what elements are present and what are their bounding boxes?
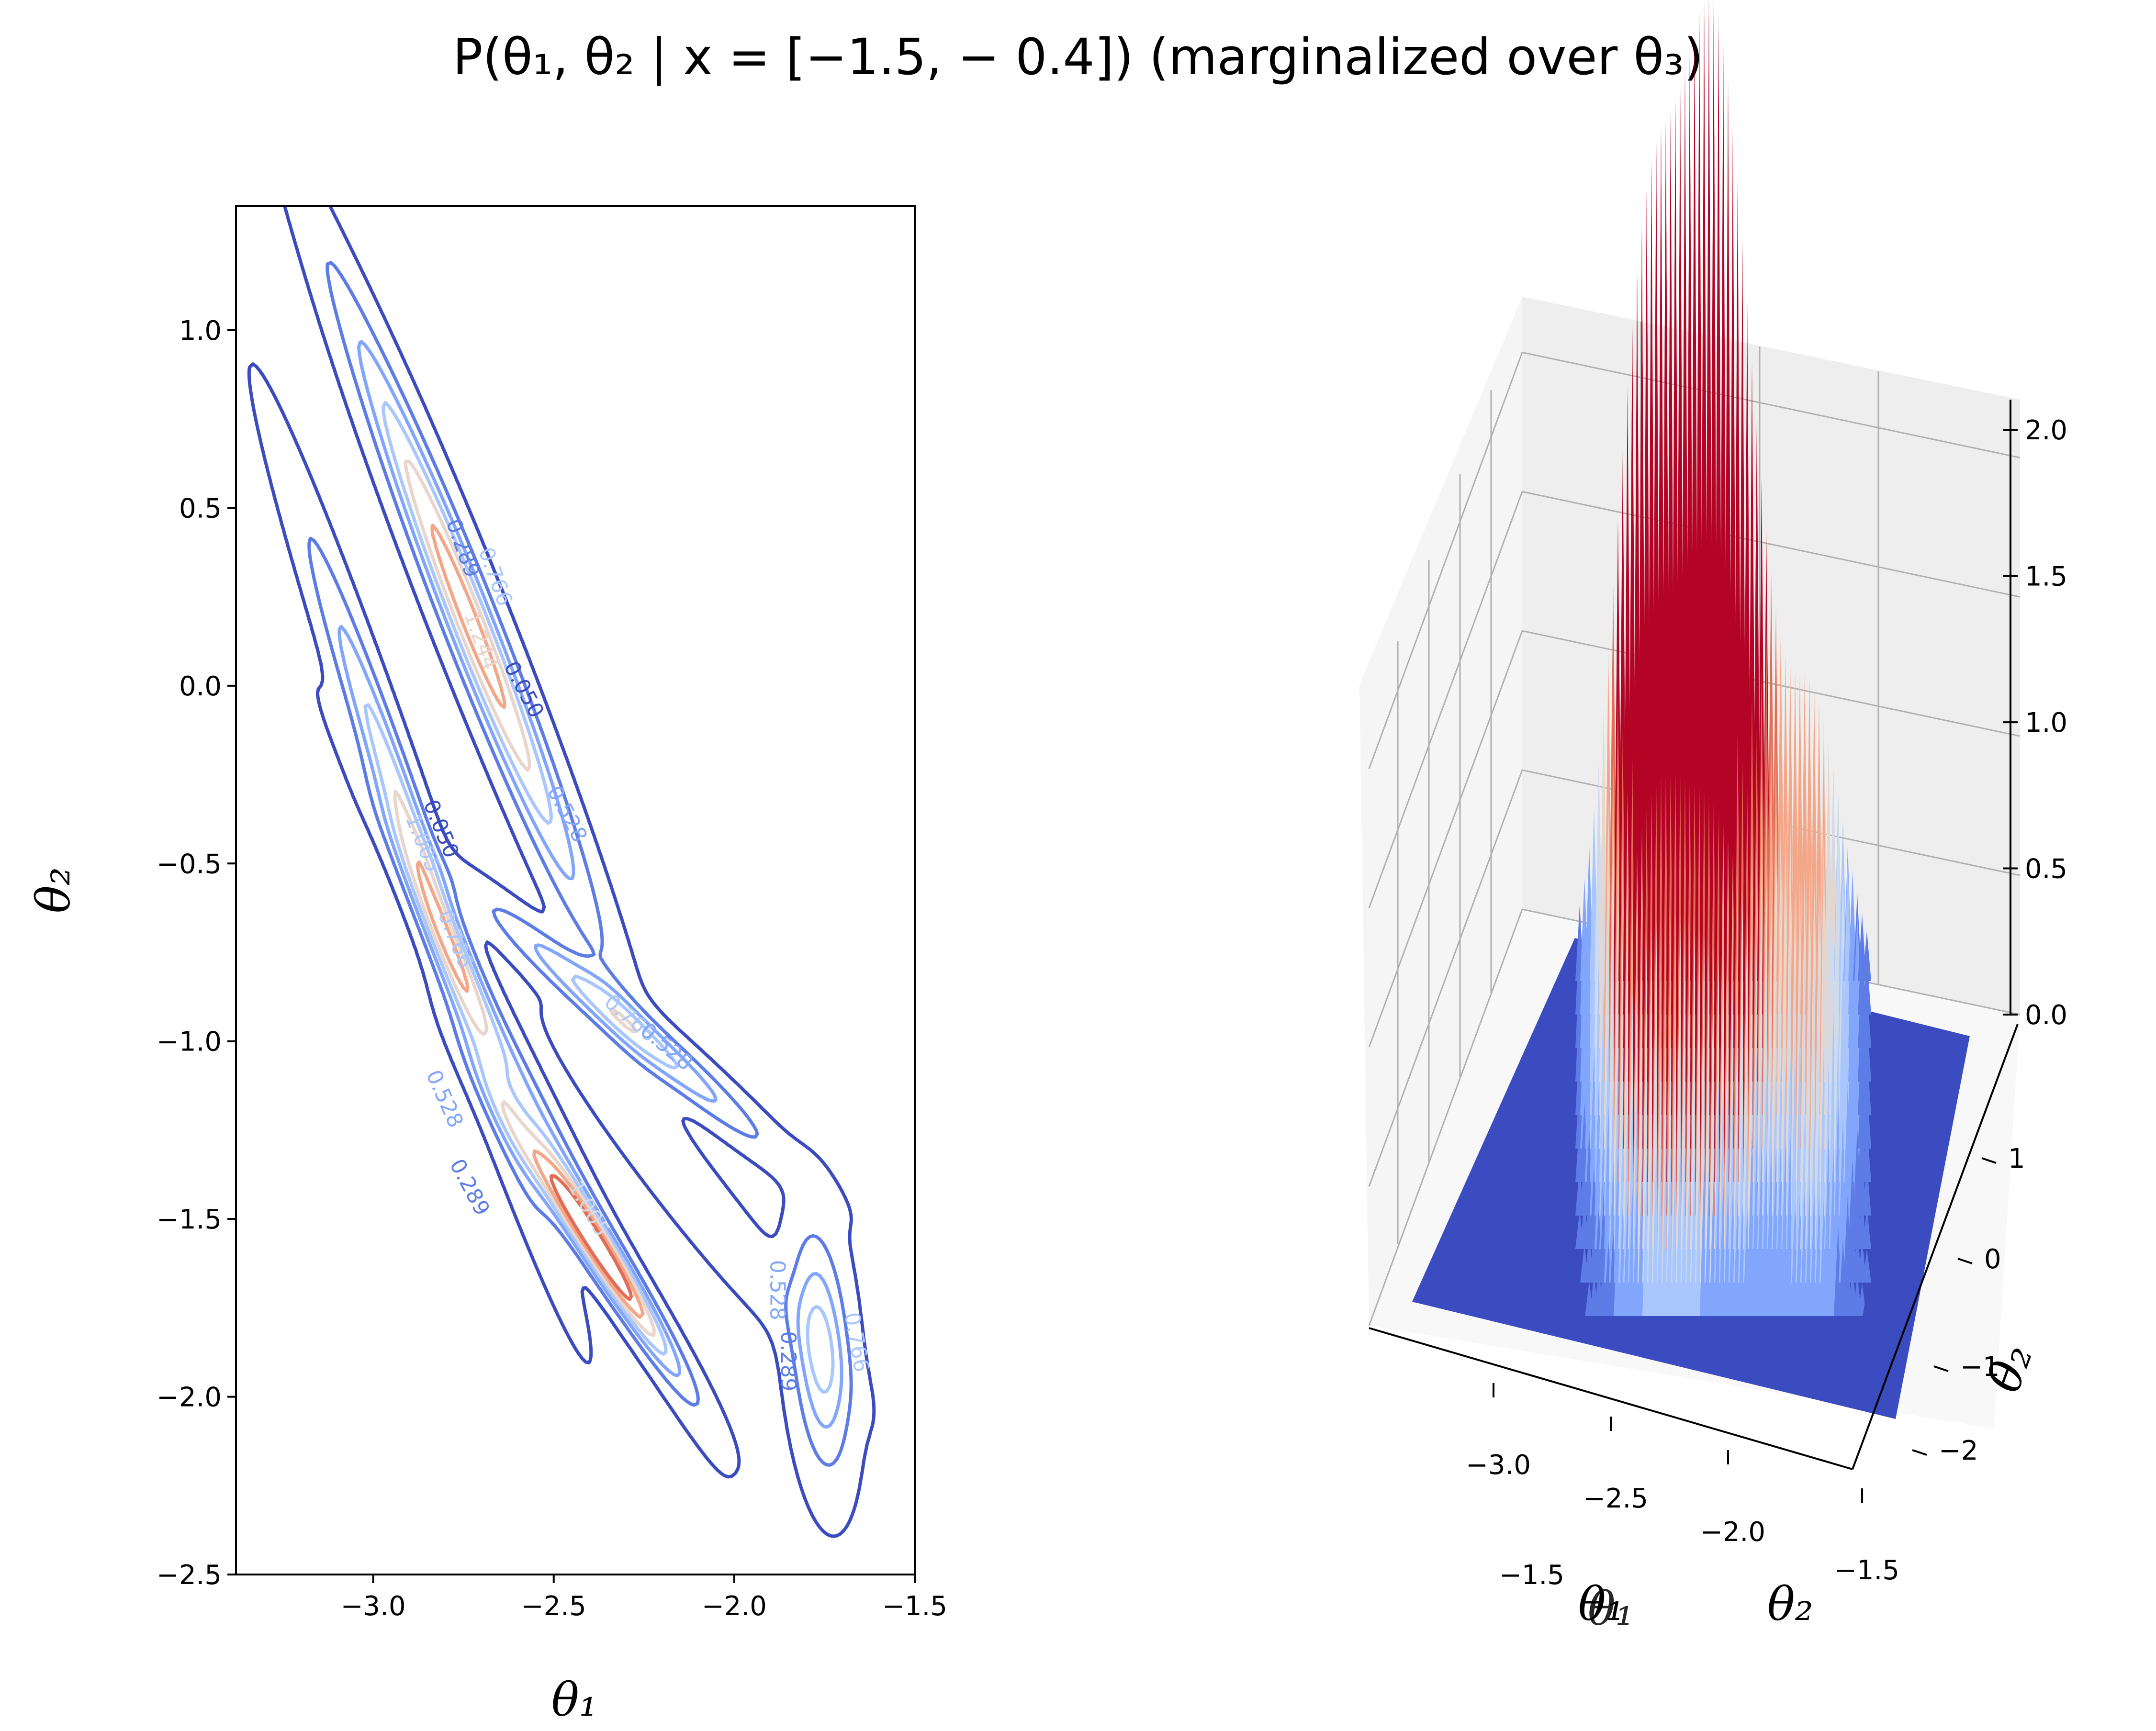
grid-line — [1368, 770, 1523, 1187]
grid-line — [1368, 909, 1523, 1326]
x-tick-label: −2.5 — [1583, 1483, 1648, 1514]
x-tick-label: −1.5 — [1834, 1555, 1899, 1586]
surface-spike — [1863, 1084, 1871, 1149]
contour-y-tick-label: 0.5 — [179, 493, 222, 524]
contour-y-tick-label: −0.5 — [157, 849, 222, 880]
contour-line-level-4 — [393, 459, 656, 1337]
contour-x-tick-label: −2.5 — [521, 1591, 586, 1622]
grid-line — [1522, 491, 2021, 598]
surface-spike — [1863, 1250, 1871, 1283]
surface-mesh — [1412, 0, 1970, 1419]
surface-z-ticks: 0.0 0.5 1.0 1.5 2.0 — [2003, 415, 2067, 1031]
x-axis-line — [1369, 1327, 1853, 1470]
contour-line-level-3 — [363, 401, 835, 1394]
left-pane — [1359, 297, 1522, 1326]
z-tick-label: 2.0 — [2025, 415, 2067, 446]
surface-spike — [1863, 1207, 1871, 1249]
contour-line-level-5 — [415, 524, 645, 1319]
contour-y-ticks: −2.5 −2.0 −1.5 −1.0 −0.5 0.0 0.5 1.0 — [157, 315, 236, 1591]
contour-line-level-0 — [247, 206, 876, 1538]
surface-y-ticks: −2 −1 0 1 — [1912, 1143, 2025, 1466]
contour-y-tick-label: −2.5 — [157, 1560, 222, 1591]
z-tick-label: 0.0 — [2025, 1000, 2067, 1031]
contour-line-level-2 — [337, 340, 843, 1429]
y-tick-label: 0 — [1984, 1244, 2001, 1275]
y-tick-label: −1 — [1960, 1351, 2000, 1383]
surface-spike — [1863, 1124, 1871, 1182]
contour-y-tick-label: 1.0 — [179, 315, 222, 346]
surface-spike — [1863, 930, 1871, 981]
x-tick-label: −2.0 — [1700, 1517, 1765, 1548]
contour-label: 0.528 — [765, 1260, 789, 1320]
contour-y-tick-label: −1.5 — [157, 1204, 222, 1235]
grid-line — [1522, 351, 2021, 458]
surface-y-label-bottom: θ₂ — [1767, 1577, 1813, 1631]
contour-label: 0.528 — [421, 1066, 468, 1131]
surface-spike — [1863, 1048, 1871, 1115]
z-tick-label: 1.5 — [2025, 561, 2067, 592]
surface-x-label-echo: θ₁ — [1588, 1582, 1634, 1636]
contour-x-tick-label: −1.5 — [882, 1591, 947, 1622]
contour-x-ticks: −3.0 −2.5 −2.0 −1.5 — [341, 1575, 947, 1622]
y-tick-label: 1 — [2008, 1143, 2025, 1174]
contour-line-level-1 — [307, 261, 853, 1467]
z-tick-label: 1.0 — [2025, 707, 2067, 738]
surface-x-ticks: −3.0 −2.5 −2.0 −1.5 — [1466, 1383, 1899, 1586]
contour-x-tick-label: −3.0 — [341, 1591, 406, 1622]
y-axis-line — [1852, 1024, 2019, 1470]
contour-label: 0.766 — [839, 1310, 874, 1374]
surface-x-overlap-tick: −1.5 — [1499, 1560, 1564, 1591]
y-tick-mark — [1912, 1449, 1927, 1456]
surface-axes — [1369, 400, 2019, 1470]
contour-label: 0.289 — [776, 1331, 800, 1391]
contour-x-label: θ₁ — [551, 1673, 597, 1727]
contour-y-tick-label: −2.0 — [157, 1382, 222, 1413]
surface-spike — [1863, 1165, 1871, 1216]
surface-3d-plot: 0.00.51.01.52.0 −3.0−2.5−2.0−1.5 −2−101 … — [1359, 0, 2067, 1636]
grid-line — [1368, 630, 1523, 1048]
contour-x-tick-label: −2.0 — [702, 1591, 767, 1622]
surface-x-label: θ₁ — [1578, 1577, 1624, 1631]
contour-label: 0.289 — [445, 1155, 494, 1219]
x-tick-label: −3.0 — [1466, 1450, 1531, 1481]
contour-line-level-6 — [549, 1174, 633, 1301]
contour-axes-frame — [235, 205, 916, 1575]
contour-plot: 0.0500.5280.0500.7661.0050.2891.2440.766… — [27, 205, 947, 1727]
contour-labels: 0.0500.5280.0500.7661.0050.2891.2440.766… — [400, 516, 874, 1392]
contour-y-tick-label: 0.0 — [179, 671, 222, 702]
contour-y-tick-label: −1.0 — [157, 1027, 222, 1058]
grid-line — [1368, 352, 1523, 769]
surface-spike — [1863, 1291, 1871, 1316]
contour-y-label: θ₂ — [27, 867, 80, 913]
grid-line — [1368, 491, 1523, 908]
contour-lines — [247, 206, 876, 1538]
y-tick-mark — [1981, 1157, 1997, 1164]
figure-title: P(θ₁, θ₂ | x = [−1.5, − 0.4]) (marginali… — [453, 28, 1703, 86]
z-tick-label: 0.5 — [2025, 854, 2067, 885]
y-tick-label: −2 — [1939, 1435, 1978, 1466]
y-tick-mark — [1957, 1258, 1973, 1264]
y-tick-mark — [1933, 1365, 1949, 1372]
